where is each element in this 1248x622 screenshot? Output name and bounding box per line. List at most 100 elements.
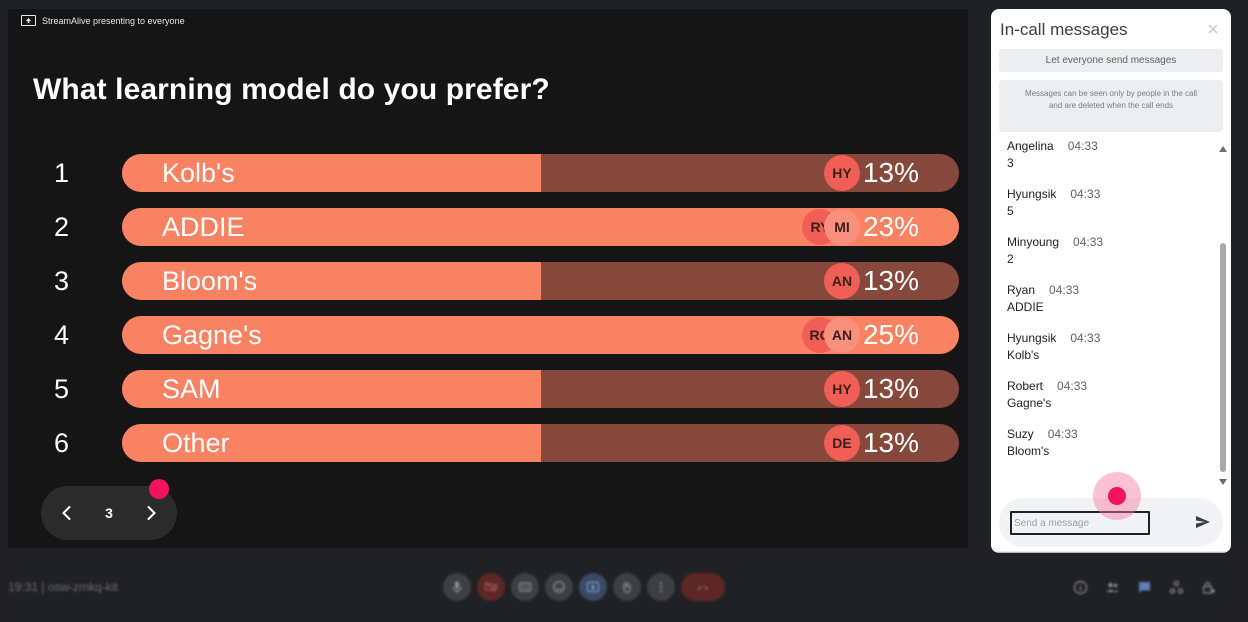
leave-call-button[interactable] bbox=[681, 573, 725, 601]
poll-bar-fill bbox=[122, 424, 541, 462]
microphone-button[interactable] bbox=[443, 573, 471, 601]
let-everyone-send-button[interactable]: Let everyone send messages bbox=[999, 49, 1223, 72]
scroll-up-icon[interactable] bbox=[1219, 145, 1227, 153]
next-slide-button[interactable] bbox=[141, 503, 161, 523]
more-options-button[interactable] bbox=[647, 573, 675, 601]
presenter-text: StreamAlive presenting to everyone bbox=[42, 15, 185, 26]
poll-option-percent: 13% bbox=[862, 373, 919, 404]
meeting-side-actions bbox=[1071, 578, 1217, 596]
message-time: 04:33 bbox=[1070, 187, 1101, 201]
scrollbar-thumb[interactable] bbox=[1220, 243, 1226, 472]
message-text: Gagne's bbox=[1007, 396, 1052, 410]
present-now-button[interactable] bbox=[579, 573, 607, 601]
poll-option-number: 6 bbox=[53, 428, 70, 458]
message-text: ADDIE bbox=[1007, 300, 1044, 314]
poll-question: What learning model do you prefer? bbox=[33, 73, 550, 106]
activities-button[interactable] bbox=[1167, 578, 1185, 596]
message-time: 04:33 bbox=[1047, 427, 1078, 441]
poll-bar: Gagne's AN RO 25% bbox=[122, 316, 959, 354]
poll-option: 2 ADDIE MI RY 23% bbox=[8, 208, 968, 246]
poll-bar-fill bbox=[122, 370, 541, 408]
message-sender: Suzy bbox=[1007, 427, 1034, 441]
lock-person-icon bbox=[1202, 581, 1215, 594]
voter-avatars: MI RY bbox=[802, 209, 860, 245]
chat-icon bbox=[1138, 581, 1150, 593]
hangup-icon bbox=[697, 586, 709, 590]
meeting-details-button[interactable] bbox=[1071, 578, 1089, 596]
poll-option: 3 Bloom's AN 13% bbox=[8, 262, 968, 300]
voter-avatar: HY bbox=[824, 155, 860, 191]
reactions-button[interactable] bbox=[545, 573, 573, 601]
poll-option-number: 4 bbox=[53, 320, 70, 350]
chat-message: Ryan 04:33 ADDIE bbox=[1007, 283, 1207, 331]
message-time: 04:33 bbox=[1067, 139, 1098, 153]
message-time: 04:33 bbox=[1070, 331, 1101, 345]
poll-option-percent: 25% bbox=[862, 319, 919, 350]
host-controls-button[interactable] bbox=[1199, 578, 1217, 596]
poll-option: 6 Other DE 13% bbox=[8, 424, 968, 462]
message-text: Kolb's bbox=[1007, 348, 1040, 362]
voter-avatar: HY bbox=[824, 371, 860, 407]
send-message-input[interactable] bbox=[1010, 511, 1150, 535]
chat-message: Suzy 04:33 Bloom's bbox=[1007, 427, 1207, 475]
chat-button[interactable] bbox=[1135, 578, 1153, 596]
send-icon[interactable] bbox=[1195, 514, 1211, 530]
voter-avatars: DE bbox=[824, 425, 860, 461]
poll-option: 4 Gagne's AN RO 25% bbox=[8, 316, 968, 354]
poll-bar: Other DE 13% bbox=[122, 424, 959, 462]
poll-bar: Bloom's AN 13% bbox=[122, 262, 959, 300]
poll-option-label: SAM bbox=[162, 374, 221, 404]
captions-button[interactable] bbox=[511, 573, 539, 601]
poll-option-label: Bloom's bbox=[162, 266, 258, 296]
message-sender: Hyungsik bbox=[1007, 187, 1057, 201]
message-sender: Angelina bbox=[1007, 139, 1054, 153]
poll-option: 1 Kolb's HY 13% bbox=[8, 154, 968, 192]
poll-option-label: Other bbox=[162, 428, 230, 458]
captions-icon bbox=[518, 582, 532, 592]
chat-message: Minyoung 04:33 2 bbox=[1007, 235, 1207, 283]
message-sender: Minyoung bbox=[1007, 235, 1060, 249]
in-call-messages-panel: In-call messages Let everyone send messa… bbox=[991, 9, 1231, 553]
voter-avatar: MI bbox=[824, 209, 860, 245]
hand-icon bbox=[623, 581, 631, 594]
present-screen-icon bbox=[586, 581, 600, 593]
meeting-toolbar: 19:31 | osw-zmkq-kit bbox=[0, 553, 1248, 622]
touch-indicator-dot bbox=[1108, 487, 1126, 505]
poll-option: 5 SAM HY 13% bbox=[8, 370, 968, 408]
voter-avatar: DE bbox=[824, 425, 860, 461]
message-text: Bloom's bbox=[1007, 444, 1050, 458]
voter-avatars: AN bbox=[824, 263, 860, 299]
chat-notice: Messages can be seen only by people in t… bbox=[999, 80, 1223, 132]
present-screen-icon bbox=[21, 15, 36, 26]
voter-avatars: HY bbox=[824, 155, 860, 191]
chat-message: Hyungsik 04:33 Kolb's bbox=[1007, 331, 1207, 379]
voter-avatars: AN RO bbox=[802, 317, 860, 353]
poll-option-label: Kolb's bbox=[162, 158, 235, 188]
poll-option-number: 2 bbox=[53, 212, 70, 242]
poll-option-percent: 23% bbox=[862, 211, 919, 242]
message-compose bbox=[999, 498, 1223, 547]
camera-off-button[interactable] bbox=[477, 573, 505, 601]
message-text: 3 bbox=[1007, 156, 1014, 170]
people-button[interactable] bbox=[1103, 578, 1121, 596]
message-time: 04:33 bbox=[1049, 283, 1080, 297]
poll-option-label: ADDIE bbox=[162, 212, 245, 242]
message-text: 5 bbox=[1007, 204, 1014, 218]
more-vertical-icon bbox=[659, 581, 663, 593]
poll-option-number: 3 bbox=[53, 266, 70, 296]
voter-avatar: AN bbox=[824, 263, 860, 299]
prev-slide-button[interactable] bbox=[57, 503, 77, 523]
meeting-info: 19:31 | osw-zmkq-kit bbox=[8, 580, 118, 594]
voter-avatar: AN bbox=[824, 317, 860, 353]
message-time: 04:33 bbox=[1073, 235, 1104, 249]
message-sender: Hyungsik bbox=[1007, 331, 1057, 345]
message-sender: Ryan bbox=[1007, 283, 1036, 297]
poll-option-label: Gagne's bbox=[162, 320, 262, 350]
close-icon[interactable] bbox=[1207, 23, 1219, 35]
raise-hand-button[interactable] bbox=[613, 573, 641, 601]
voter-avatars: HY bbox=[824, 371, 860, 407]
slide-page-number: 3 bbox=[105, 505, 113, 521]
message-list[interactable]: Angelina 04:33 3 Hyungsik 04:33 5 Minyoung 04:3… bbox=[1007, 139, 1207, 475]
scroll-down-icon[interactable] bbox=[1219, 478, 1227, 486]
panel-title: In-call messages bbox=[1000, 20, 1128, 39]
